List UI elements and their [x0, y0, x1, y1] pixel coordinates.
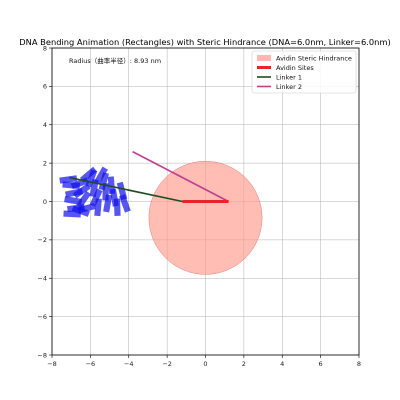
x-tick-label: 0: [203, 360, 207, 368]
y-tick-label: 0: [43, 198, 47, 206]
dna-rectangle: [113, 198, 121, 216]
radius-annotation: Radius（曲率半径）: 8.93 nm: [69, 56, 161, 65]
plot-marks: [59, 150, 263, 275]
linker-1-line: [69, 176, 183, 203]
legend-label: Linker 2: [276, 83, 302, 91]
legend-label: Linker 1: [276, 73, 302, 81]
dna-rectangle: [79, 166, 98, 183]
y-tick-label: −8: [37, 351, 47, 359]
x-tick-label: −2: [162, 360, 172, 368]
y-tick-label: −4: [37, 275, 47, 283]
legend-label: Avidin Sites: [276, 64, 314, 72]
x-tick-label: 8: [357, 360, 361, 368]
y-tick-label: 2: [43, 159, 47, 167]
x-tick-label: 2: [242, 360, 246, 368]
dna-rectangle: [72, 183, 91, 199]
chart-title: DNA Bending Animation (Rectangles) with …: [19, 37, 391, 47]
dna-rectangle: [76, 190, 92, 209]
avidin-steric-hindrance-circle: [148, 160, 263, 275]
dna-rectangle: [85, 169, 98, 188]
axis-ticks: −8 −6 −4 −2 0 2 4 6 8 −8 −6 −4 −2 0 2 4 6 8: [37, 44, 361, 368]
y-tick-label: 6: [43, 83, 47, 91]
dna-rectangle: [64, 196, 83, 206]
legend-box: [251, 50, 357, 94]
y-tick-label: −2: [37, 236, 47, 244]
dna-rectangle: [93, 166, 108, 185]
dna-rectangle: [98, 172, 110, 191]
y-tick-label: 4: [43, 121, 47, 129]
dna-rectangle: [89, 188, 103, 207]
dna-rectangle: [103, 194, 113, 213]
x-tick-label: 6: [319, 360, 323, 368]
linker-2-line: [132, 150, 229, 203]
x-tick-label: 4: [280, 360, 284, 368]
dna-rectangle: [119, 194, 131, 213]
series-layer: [59, 150, 263, 275]
x-tick-label: −8: [47, 360, 57, 368]
legend-swatch-steric: [257, 55, 271, 61]
dna-rectangle: [94, 198, 102, 217]
x-tick-label: −6: [86, 360, 96, 368]
y-tick-label: 8: [43, 44, 47, 52]
legend-label: Avidin Steric Hindrance: [276, 54, 352, 62]
dna-rectangle: [71, 205, 90, 217]
y-tick-label: −6: [37, 313, 47, 321]
x-tick-label: −4: [124, 360, 134, 368]
